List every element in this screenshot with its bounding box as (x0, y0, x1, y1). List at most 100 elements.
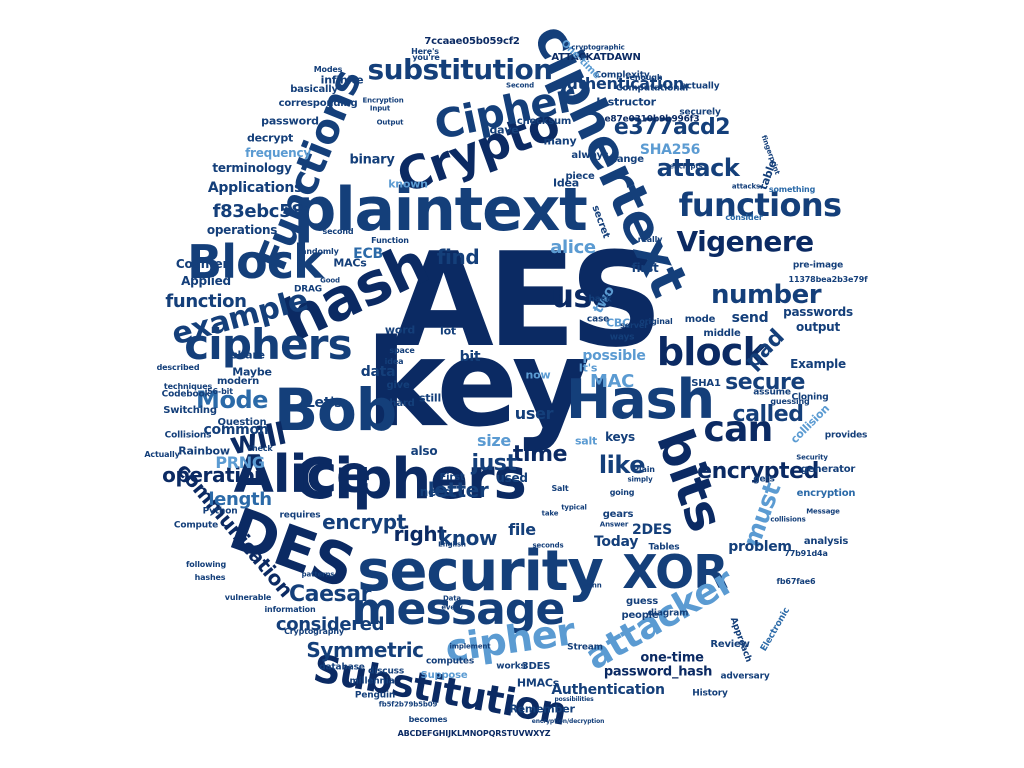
cloud-word: guessing (770, 397, 810, 406)
cloud-word: enough (629, 73, 663, 82)
cloud-word: diagram (647, 608, 689, 619)
cloud-word: going (609, 488, 635, 497)
cloud-word: hard (389, 398, 415, 409)
cloud-word: need (419, 485, 453, 499)
cloud-word: secure (725, 370, 805, 395)
cloud-word: binary (349, 152, 395, 168)
cloud-word: middle (703, 328, 741, 339)
cloud-word: decrypt (246, 131, 294, 145)
cloud-word: 56-bit (207, 387, 233, 396)
cloud-word: MACs (333, 256, 367, 270)
cloud-word: ways (609, 332, 635, 343)
cloud-word: change (604, 154, 644, 165)
cloud-word: ciphers (184, 320, 352, 369)
cloud-word: Data (442, 594, 462, 603)
cloud-word: common (203, 422, 269, 438)
cloud-word: guess (626, 596, 658, 607)
cloud-word: Cloning (791, 392, 829, 403)
cloud-word: Symmetric (306, 638, 424, 662)
cloud-word: user (514, 404, 554, 423)
cloud-word: word (384, 323, 416, 337)
cloud-word: Answer (599, 520, 629, 529)
cloud-word: Penguin (354, 690, 396, 701)
cloud-word: gears (602, 509, 634, 520)
cloud-word: block (656, 330, 768, 374)
cloud-word: really (637, 235, 663, 244)
cloud-word: Vigenere (676, 225, 814, 258)
cloud-word: First (439, 472, 465, 483)
cloud-word: actually (680, 81, 720, 92)
cloud-word: Example (790, 357, 846, 371)
cloud-word: considered (275, 614, 385, 635)
cloud-word: Message (806, 507, 840, 516)
cloud-word: Let's (305, 395, 343, 411)
cloud-word: seconds (532, 541, 564, 550)
cloud-word: take (541, 509, 559, 518)
cloud-word: key (365, 315, 590, 454)
cloud-word: now (525, 368, 551, 382)
cloud-word: first (631, 261, 659, 275)
cloud-word: space (389, 346, 415, 355)
cloud-word: ATTACKATDAWN (551, 52, 641, 63)
cloud-word: vulnerable (224, 593, 272, 602)
cloud-word: like (598, 451, 646, 479)
cloud-word: Electronic (759, 606, 793, 654)
cloud-word: analysis (803, 536, 849, 547)
cloud-word: attack (656, 154, 740, 182)
cloud-word: frequency (245, 146, 311, 160)
cloud-word: Cryptography (284, 627, 344, 636)
cloud-word: attacks (731, 182, 761, 191)
cloud-word: cryptographic (571, 43, 625, 52)
cloud-word: mode (684, 314, 716, 325)
cloud-word: encrypted (697, 459, 819, 484)
cloud-word: fb67fae6 (776, 577, 816, 586)
cloud-word: give (386, 380, 410, 391)
cloud-word: idea (384, 357, 404, 366)
cloud-word: Modes (313, 65, 343, 74)
cloud-word: file (508, 520, 536, 539)
cloud-word: operation (162, 463, 268, 487)
cloud-word: 3DES (521, 661, 551, 672)
cloud-word: Codebook (161, 389, 211, 400)
cloud-word: authentication (556, 74, 684, 93)
cloud-word: Question (217, 417, 267, 428)
cloud-word: Applications (207, 180, 303, 196)
cloud-word: Bob (273, 376, 397, 444)
cloud-word: securely (679, 107, 721, 118)
cloud-word: collisions (770, 515, 806, 524)
cloud-word: consider (725, 213, 763, 222)
cloud-word: Stream (567, 642, 603, 653)
cloud-word: can (703, 409, 773, 450)
cloud-word: CBC (606, 316, 630, 330)
cloud-word: typical (561, 503, 587, 512)
cloud-word: e87e0310b9b996f3 (604, 114, 700, 125)
cloud-word: message (351, 584, 566, 635)
cloud-word: functions (678, 186, 842, 224)
cloud-word: every (441, 603, 463, 612)
cloud-word: always (571, 150, 609, 161)
cloud-word: Authentication (551, 682, 665, 698)
cloud-word: share (231, 348, 265, 362)
cloud-word: substitution (367, 53, 553, 86)
cloud-word: data (360, 364, 396, 380)
cloud-word: server (620, 321, 648, 330)
cloud-word: also (410, 444, 438, 458)
cloud-word: corresponding (278, 98, 358, 109)
cloud-word: computes (425, 656, 475, 667)
cloud-word: just (471, 451, 517, 476)
cloud-word: Hash (566, 368, 715, 431)
cloud-word: passwords (783, 305, 853, 319)
cloud-word: original (639, 317, 673, 326)
cloud-word: SHA256 (639, 142, 701, 158)
cloud-word: patterns (301, 570, 335, 579)
cloud-word: Plain (633, 465, 655, 474)
cloud-word: information (264, 605, 316, 614)
cloud-word: send (731, 310, 769, 326)
cloud-word: implement (449, 642, 491, 651)
cloud-word: possibilities (554, 696, 594, 703)
cloud-word: check (247, 444, 273, 453)
cloud-word: letter (427, 478, 489, 502)
cloud-word: Instructor (596, 95, 656, 109)
cloud-word: output (796, 320, 840, 334)
cloud-word: password (261, 114, 319, 128)
